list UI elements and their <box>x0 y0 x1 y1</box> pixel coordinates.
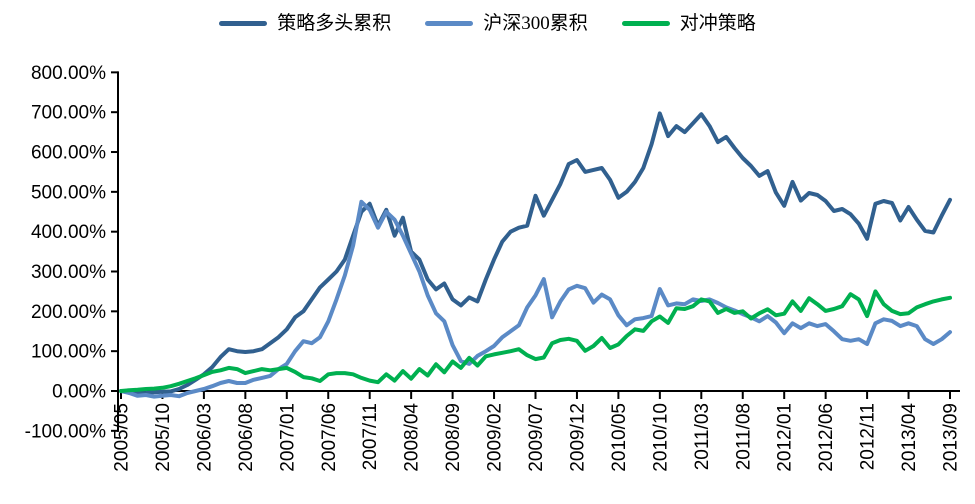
legend-item-hedge-strategy: 对冲策略 <box>621 12 756 34</box>
legend-line-swatch-hedge-strategy <box>621 20 670 26</box>
x-axis-tick-label: 2005/05 <box>112 403 133 472</box>
y-axis-tick-label: 100.00% <box>31 342 106 363</box>
y-axis-tick-label: -100.00% <box>25 421 106 442</box>
legend-line-swatch-strategy-long <box>219 20 268 26</box>
y-axis-tick-label: 0.00% <box>52 382 106 403</box>
y-axis-tick-label: 700.00% <box>31 103 106 124</box>
x-axis-tick-label: 2005/10 <box>153 403 174 472</box>
x-axis-tick-label: 2012/11 <box>858 403 879 470</box>
y-axis-tick-label: 200.00% <box>31 302 106 323</box>
x-axis-tick-label: 2013/09 <box>941 403 962 472</box>
series-line-1 <box>119 199 952 399</box>
chart-legend: 策略多头累积 沪深300累积 对冲策略 <box>0 10 975 36</box>
y-axis-tick-label: 300.00% <box>31 262 106 283</box>
x-axis-tick-label: 2007/06 <box>319 403 340 472</box>
x-axis-tick-label: 2012/06 <box>816 403 837 472</box>
y-axis-tick-label: 400.00% <box>31 222 106 243</box>
legend-item-csi300: 沪深300累积 <box>425 14 588 33</box>
y-axis-tick-label: 600.00% <box>31 143 106 164</box>
x-axis-tick-label: 2009/02 <box>485 403 506 472</box>
legend-label-csi300: 沪深300累积 <box>483 12 588 34</box>
legend-label-hedge-strategy: 对冲策略 <box>679 12 756 34</box>
x-axis-tick-label: 2009/07 <box>526 403 547 472</box>
x-axis-tick-label: 2011/03 <box>692 403 713 470</box>
x-axis-tick-label: 2010/05 <box>609 403 630 472</box>
x-axis-tick-label: 2013/04 <box>899 403 920 472</box>
x-axis-tick-label: 2011/08 <box>733 403 754 470</box>
x-axis-tick-label: 2010/10 <box>650 403 671 472</box>
legend-line-swatch-csi300 <box>425 20 474 26</box>
y-axis-tick-label: 800.00% <box>31 63 106 84</box>
series-line-0 <box>119 111 952 396</box>
x-axis-tick-label: 2007/11 <box>360 403 381 470</box>
line-chart-plot-area: 800.00% 700.00% 600.00% 500.00% 400.00% 300.0… <box>25 63 962 472</box>
y-axis-tick-label: 500.00% <box>31 182 106 203</box>
x-axis-tick-label: 2006/03 <box>194 403 215 472</box>
x-axis-tick-label: 2006/08 <box>236 403 257 472</box>
x-axis-tick-label: 2008/09 <box>443 403 464 472</box>
x-axis-tick-label: 2008/04 <box>402 403 423 472</box>
x-axis-tick-label: 2012/01 <box>775 403 796 472</box>
legend-item-strategy-long: 策略多头累积 <box>219 14 391 33</box>
x-axis-tick-label: 2009/12 <box>567 403 588 472</box>
legend-label-strategy-long: 策略多头累积 <box>277 12 392 34</box>
x-axis-tick-label: 2007/01 <box>277 403 298 472</box>
series-line-2 <box>119 289 952 393</box>
